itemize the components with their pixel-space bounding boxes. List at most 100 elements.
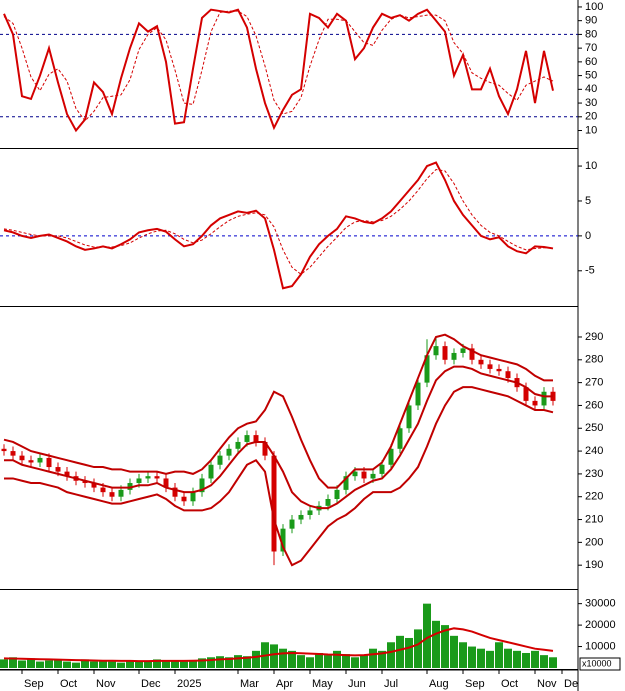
volume-bar (369, 648, 377, 668)
volume-bar (459, 642, 467, 668)
candle-body (217, 455, 223, 465)
volume-bar (423, 603, 431, 668)
volume-bar (171, 660, 179, 668)
volume-bar (405, 637, 413, 668)
x-tick-label: Aug (429, 678, 449, 690)
y-tick-label: 30000 (585, 598, 616, 610)
volume-bar (72, 662, 80, 668)
candle-body (1, 448, 7, 452)
candle-body (280, 528, 286, 552)
volume-bar (504, 648, 512, 668)
candle-body (37, 457, 43, 463)
candle-body (424, 355, 430, 383)
y-tick-label: 0 (585, 230, 591, 242)
volume-bar (306, 657, 314, 668)
candle-body (352, 471, 358, 477)
candle-body (496, 368, 502, 372)
volume-bar (144, 661, 152, 668)
volume-bar (252, 650, 260, 668)
volume-bar (540, 655, 548, 668)
candle-body (199, 478, 205, 493)
candle-body (433, 346, 439, 356)
volume-bar (153, 659, 161, 668)
y-tick-label: 10 (585, 124, 597, 136)
y-tick-label: 90 (585, 15, 597, 27)
volume-bar (198, 658, 206, 668)
y-tick-label: 290 (585, 331, 603, 343)
series-line (3, 8, 554, 133)
volume-bar (18, 660, 26, 668)
candle-body (370, 473, 376, 479)
candle-body (172, 487, 178, 497)
candle-body (289, 519, 295, 529)
candle-body (82, 480, 88, 484)
candle-body (163, 478, 169, 488)
volume-bar (450, 635, 458, 668)
volume-bar (135, 661, 143, 668)
x-tick-label: De (564, 678, 578, 690)
series-line (3, 627, 554, 663)
candle-body (145, 476, 151, 479)
x-tick-label: 2025 (177, 678, 201, 690)
volume-bar (162, 661, 170, 668)
candle-body (118, 489, 124, 497)
candle-body (343, 476, 349, 490)
candle-body (46, 457, 52, 468)
candle-body (28, 460, 34, 463)
volume-bar (27, 658, 35, 668)
volume-bar (378, 650, 386, 668)
candle-body (379, 464, 385, 474)
candle-body (91, 483, 97, 488)
x-tick-label: Dec (141, 678, 161, 690)
candle-body (478, 359, 484, 365)
volume-bar (81, 659, 89, 668)
candle-body (532, 400, 538, 406)
x-tick-label: Jul (384, 678, 398, 690)
x-tick-label: Sep (24, 678, 44, 690)
series-line (3, 10, 554, 122)
unit-label: x10000 (582, 658, 612, 668)
candle-body (451, 352, 457, 360)
candle-body (271, 455, 277, 552)
candle-body (469, 348, 475, 360)
candle-body (10, 451, 16, 456)
volume-bar (441, 625, 449, 668)
y-tick-label: 10000 (585, 640, 616, 652)
candle-body (136, 478, 142, 484)
series-line (3, 169, 553, 275)
candle-body (109, 492, 115, 497)
volume-bar (126, 660, 134, 668)
y-tick-label: 100 (585, 1, 603, 13)
y-tick-label: 50 (585, 70, 597, 82)
volume-bar (54, 659, 62, 668)
candle-body (226, 448, 232, 456)
series-line (4, 386, 554, 567)
y-tick-label: 270 (585, 377, 603, 389)
volume-bar (495, 642, 503, 668)
candle-body (487, 364, 493, 369)
volume-bar (396, 635, 404, 668)
candle-body (523, 387, 529, 401)
volume-bar (468, 646, 476, 668)
unit-box (579, 657, 621, 671)
volume-bar (324, 655, 332, 668)
y-tick-label: 250 (585, 422, 603, 434)
volume-bar (216, 656, 224, 668)
x-tick-label: Oct (60, 678, 77, 690)
candle-body (55, 467, 61, 472)
volume-bar (180, 661, 188, 668)
y-tick-label: 240 (585, 445, 603, 457)
volume-bar (522, 652, 530, 668)
candle-body (244, 435, 250, 442)
series-line (3, 333, 553, 489)
volume-bar (117, 662, 125, 668)
volume-bar (279, 648, 287, 668)
candle-body (262, 441, 268, 456)
volume-bar (486, 650, 494, 668)
candle-body (181, 496, 187, 502)
candle-body (253, 435, 259, 442)
x-tick-label: May (312, 678, 333, 690)
volume-bar (90, 661, 98, 668)
